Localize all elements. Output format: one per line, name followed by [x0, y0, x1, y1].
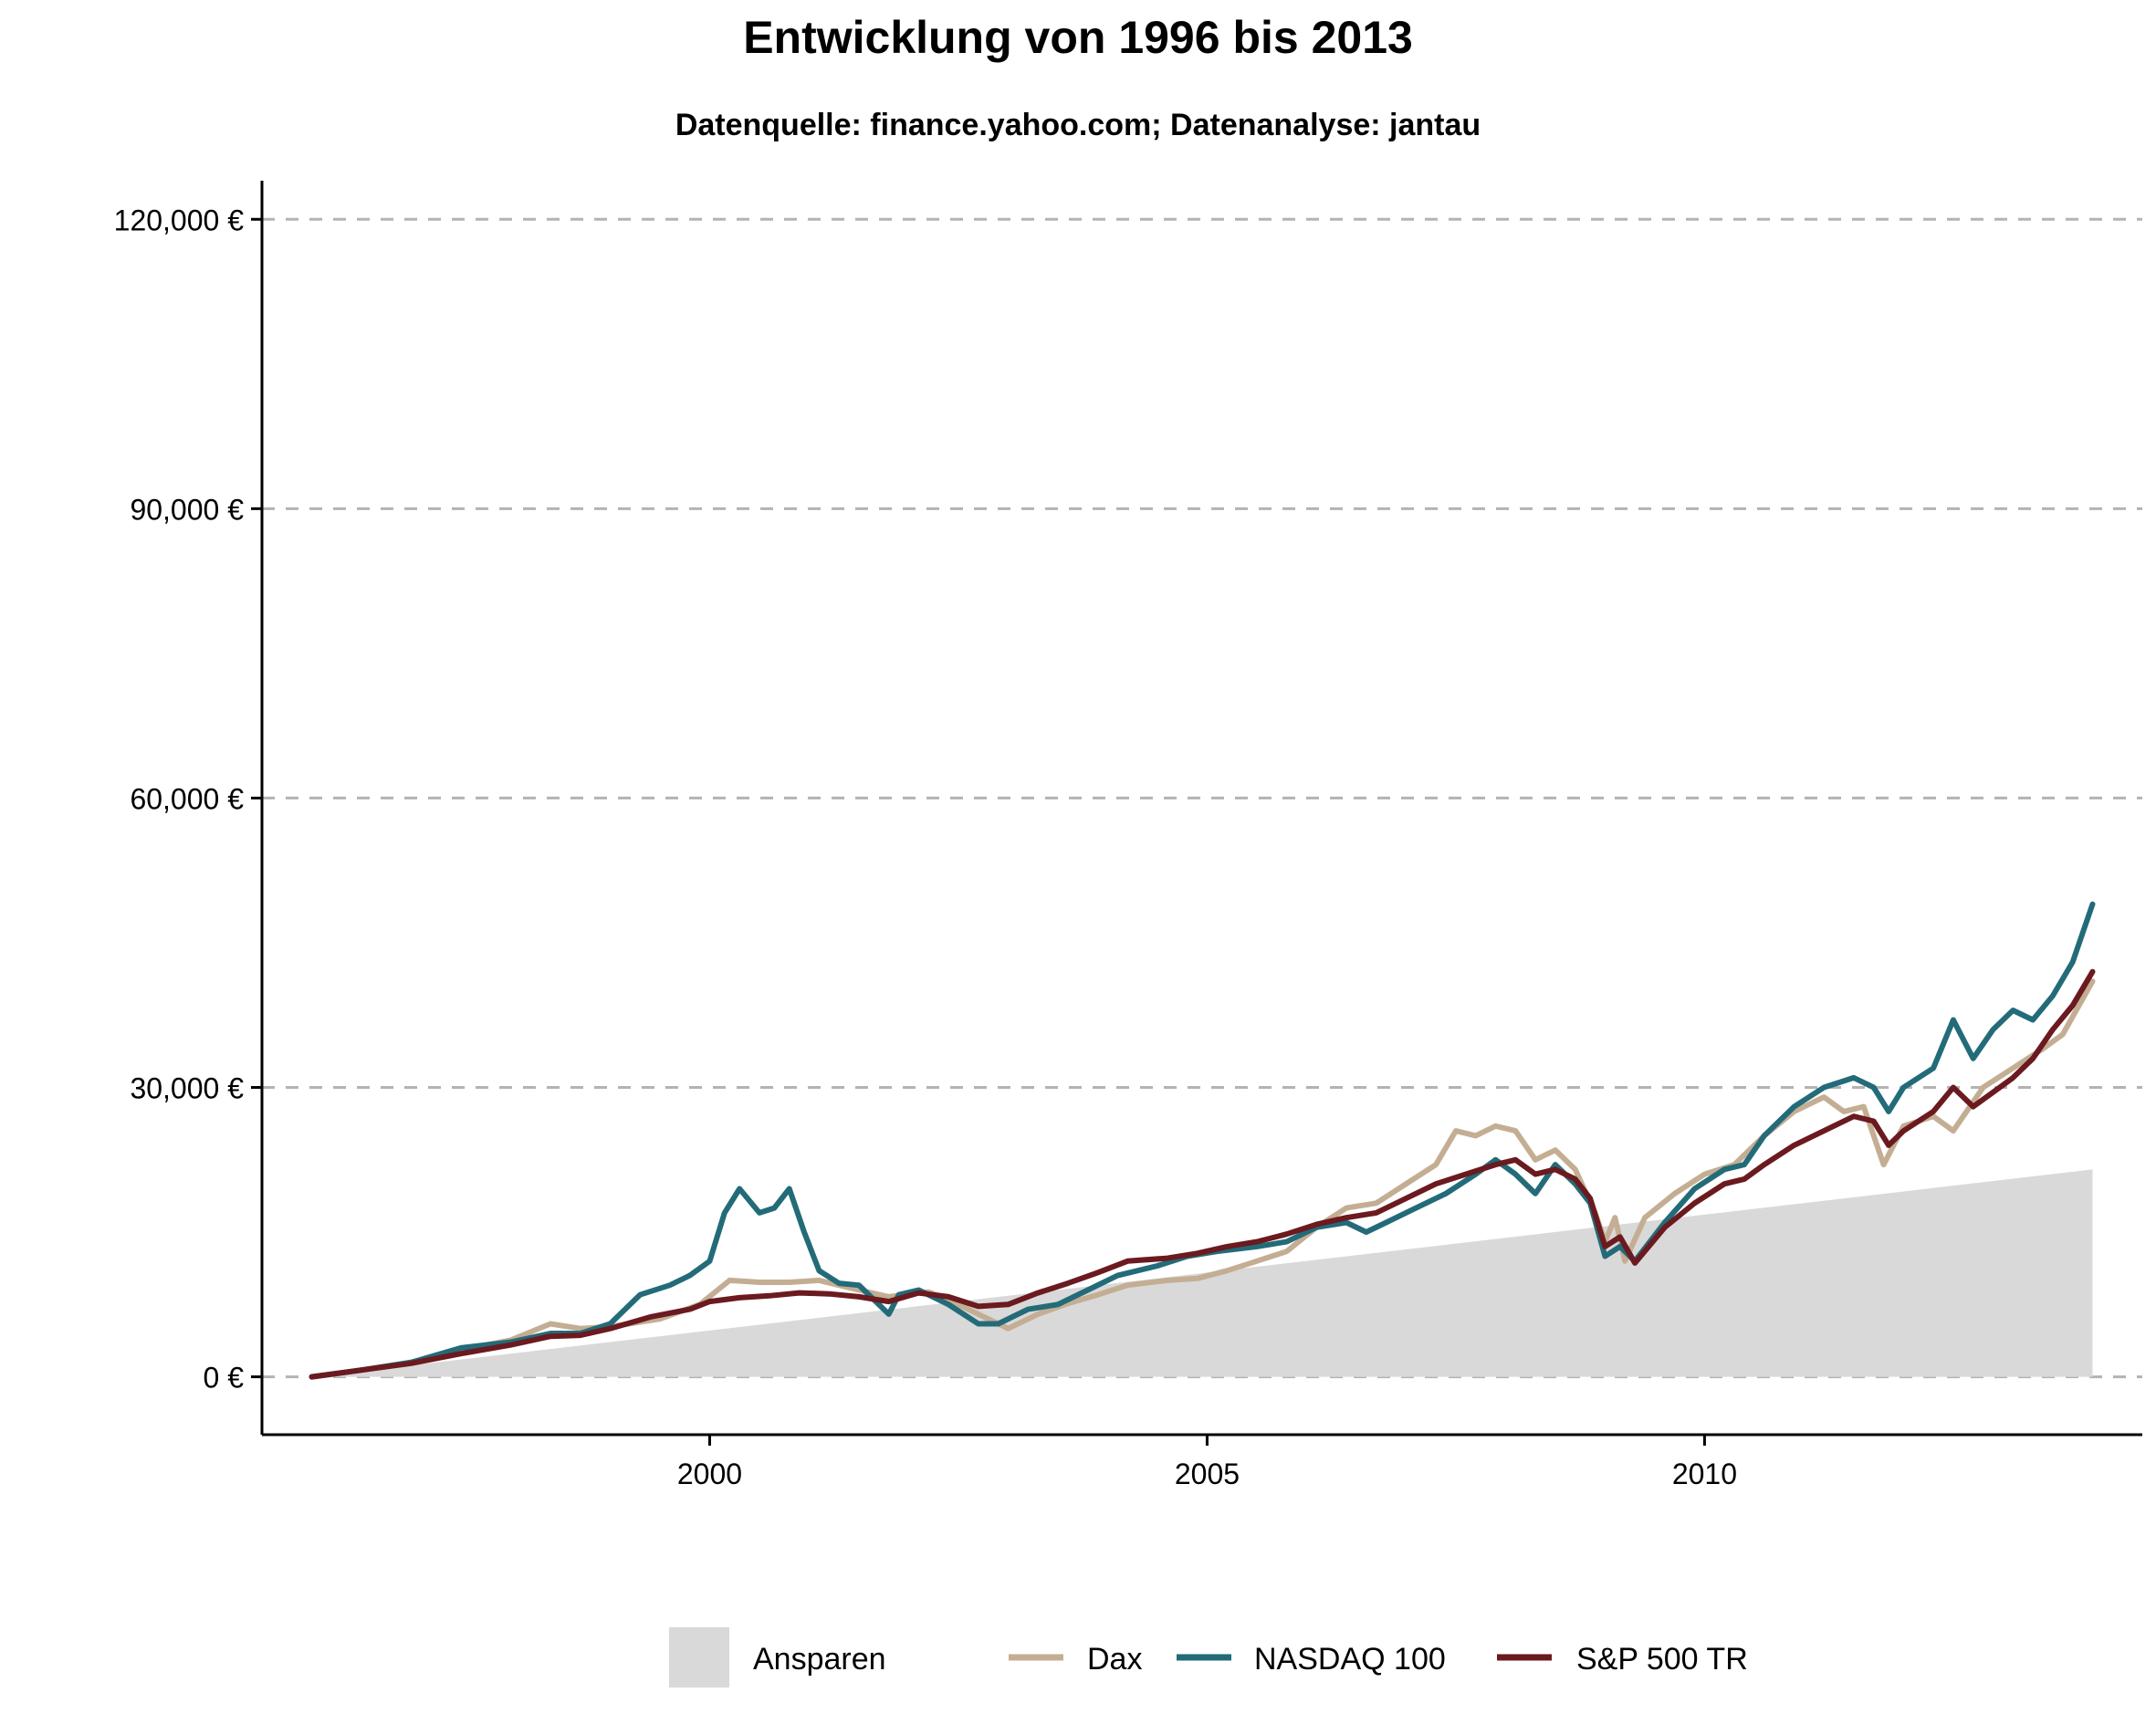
dax-line: [309, 978, 2096, 1380]
y-tick-label: 60,000 €: [130, 782, 244, 815]
y-tick-label: 90,000 €: [130, 493, 244, 526]
legend-label-ansparen: Ansparen: [753, 1642, 886, 1677]
legend-label-dax: Dax: [1087, 1642, 1142, 1677]
x-tick-label: 2005: [1175, 1458, 1240, 1490]
nasdaq-100-line: [309, 901, 2096, 1380]
sp500-tr-line: [309, 968, 2096, 1380]
chart-subtitle: Datenquelle: finance.yahoo.com; Datenana…: [675, 108, 1481, 142]
legend-label-nasdaq-100: NASDAQ 100: [1254, 1642, 1446, 1677]
x-axis-ticks: 2000 2005 2010: [677, 1435, 1737, 1490]
x-tick-label: 2010: [1672, 1458, 1737, 1490]
legend-label-sp500-tr: S&P 500 TR: [1576, 1642, 1748, 1677]
ansparen-area-layer: [311, 1169, 2093, 1377]
y-axis-ticks: 0 € 30,000 € 60,000 € 90,000 € 120,000 €: [114, 204, 262, 1395]
chart-title: Entwicklung von 1996 bis 2013: [743, 12, 1413, 63]
x-tick-label: 2000: [677, 1458, 742, 1490]
y-tick-label: 30,000 €: [130, 1072, 244, 1105]
y-tick-label: 120,000 €: [114, 204, 245, 236]
series-lines: [309, 901, 2096, 1380]
legend-key-ansparen: [669, 1627, 729, 1687]
y-tick-label: 0 €: [204, 1362, 245, 1395]
ansparen-area: [311, 1169, 2093, 1377]
legend: Ansparen Dax NASDAQ 100 S&P 500 TR: [669, 1627, 1748, 1687]
